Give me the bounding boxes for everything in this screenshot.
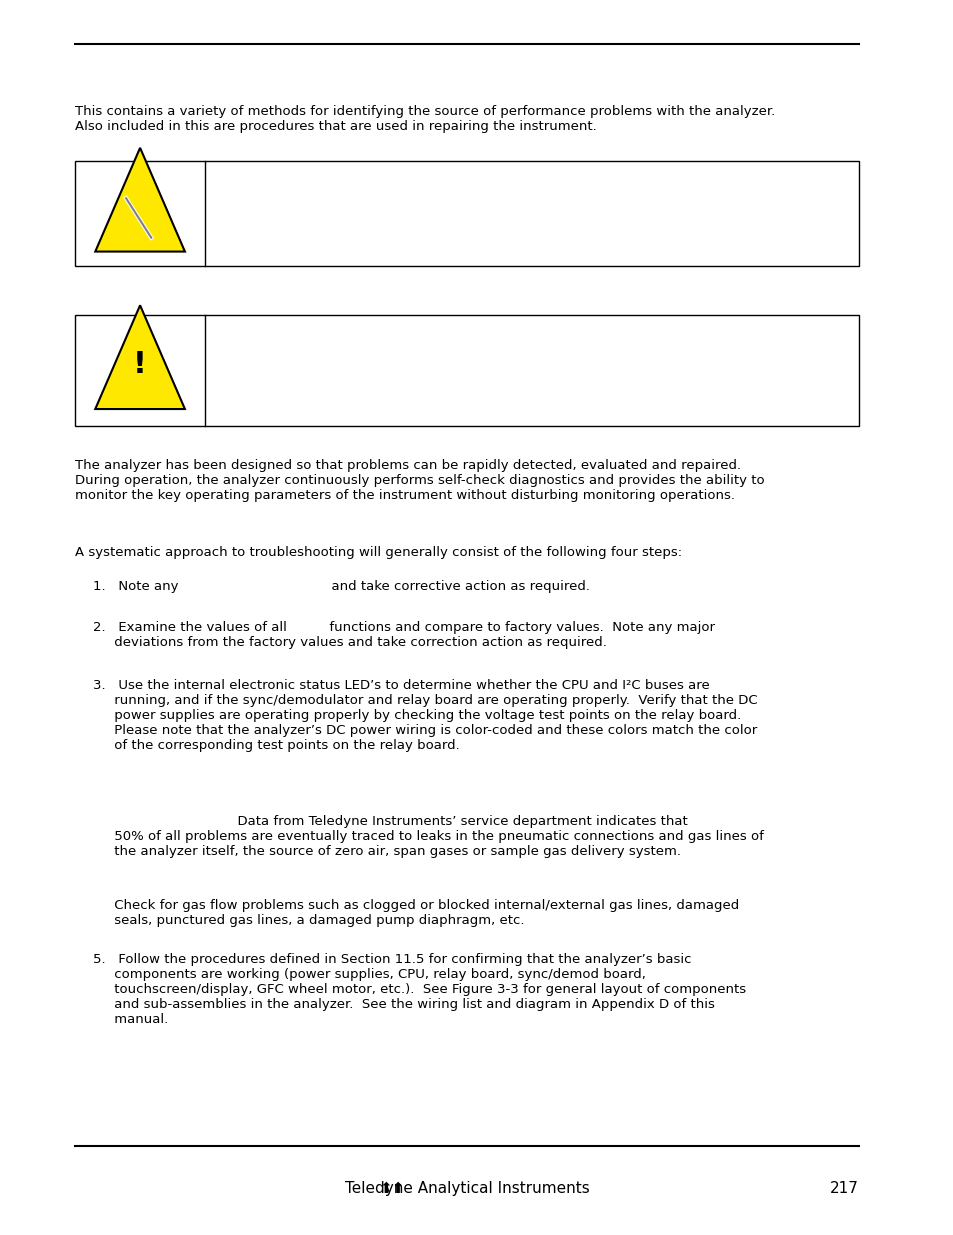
Text: 3.   Use the internal electronic status LED’s to determine whether the CPU and I: 3. Use the internal electronic status LE… <box>93 679 758 752</box>
Text: This contains a variety of methods for identifying the source of performance pro: This contains a variety of methods for i… <box>74 105 774 133</box>
Text: 217: 217 <box>829 1181 859 1195</box>
FancyBboxPatch shape <box>74 315 859 426</box>
Text: ⬆⬆: ⬆⬆ <box>379 1181 405 1195</box>
Text: 2.   Examine the values of all          functions and compare to factory values.: 2. Examine the values of all functions a… <box>93 621 715 650</box>
Text: Check for gas flow problems such as clogged or blocked internal/external gas lin: Check for gas flow problems such as clog… <box>93 899 739 927</box>
Text: 5.   Follow the procedures defined in Section 11.5 for confirming that the analy: 5. Follow the procedures defined in Sect… <box>93 953 746 1026</box>
Text: !: ! <box>133 350 147 379</box>
Text: Teledyne Analytical Instruments: Teledyne Analytical Instruments <box>344 1181 589 1195</box>
Text: The analyzer has been designed so that problems can be rapidly detected, evaluat: The analyzer has been designed so that p… <box>74 459 763 503</box>
FancyBboxPatch shape <box>74 161 859 266</box>
Text: Data from Teledyne Instruments’ service department indicates that
     50% of al: Data from Teledyne Instruments’ service … <box>93 815 763 858</box>
Polygon shape <box>95 305 185 409</box>
Text: A systematic approach to troubleshooting will generally consist of the following: A systematic approach to troubleshooting… <box>74 546 681 559</box>
Text: 1.   Note any                                    and take corrective action as r: 1. Note any and take corrective action a… <box>93 580 590 594</box>
Polygon shape <box>95 148 185 252</box>
